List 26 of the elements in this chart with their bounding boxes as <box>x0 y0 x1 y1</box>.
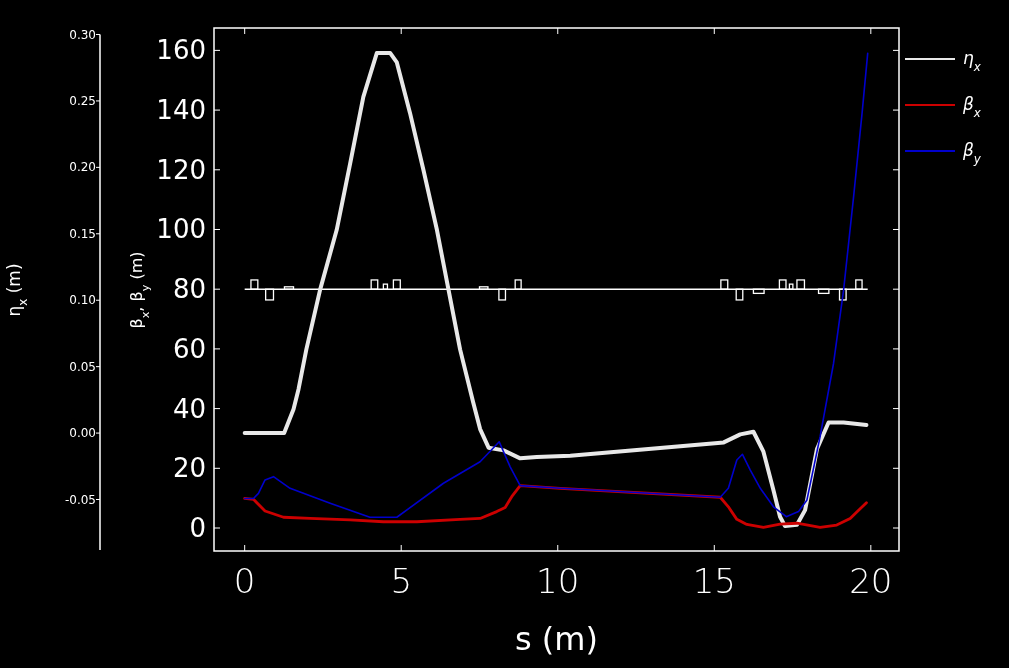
y-tick-label: 20 <box>172 453 206 484</box>
y2-tick-label: 0.00 <box>69 426 96 441</box>
legend-label: β$_{y}$ <box>962 140 982 166</box>
y-tick-label: 60 <box>172 333 206 364</box>
x-tick-label: 10 <box>536 561 580 601</box>
y2-tick-label: -0.05 <box>64 492 96 507</box>
y-tick-label: 80 <box>172 274 206 305</box>
x-tick-label: 0 <box>233 561 256 601</box>
y2-tick-label: 0.30 <box>69 27 96 42</box>
y-tick-label: 120 <box>156 154 206 185</box>
y2-tick-label: 0.25 <box>69 93 96 108</box>
y2-tick-label: 0.15 <box>69 226 96 241</box>
x-tick-label: 20 <box>849 561 893 601</box>
y-tick-label: 40 <box>172 393 206 424</box>
x-tick-label: 15 <box>692 561 736 601</box>
y-tick-label: 100 <box>156 214 206 245</box>
y-tick-label: 140 <box>156 95 206 126</box>
y2-tick-label: 0.05 <box>69 359 96 374</box>
x-axis-title: s (m) <box>515 620 598 658</box>
y-tick-label: 0 <box>189 513 206 544</box>
y2-tick-label: 0.10 <box>69 293 96 308</box>
legend-label: β$_{x}$ <box>962 94 982 120</box>
x-tick-label: 5 <box>390 561 413 601</box>
y2-tick-label: 0.20 <box>69 160 96 175</box>
legend-label: η$_{x}$ <box>963 48 982 74</box>
y-tick-label: 160 <box>156 35 206 66</box>
